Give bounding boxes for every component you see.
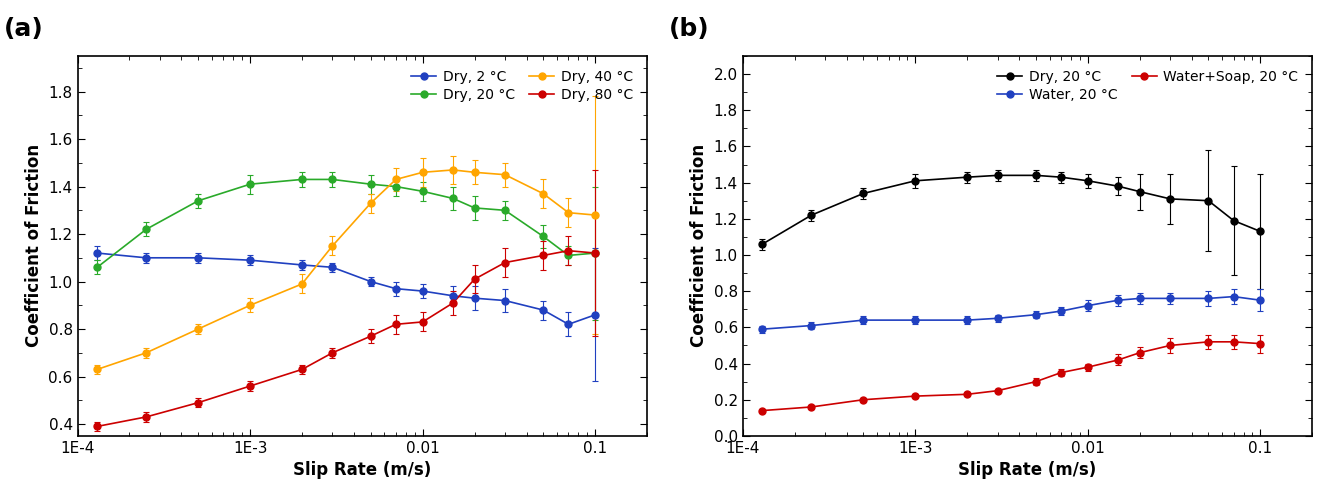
X-axis label: Slip Rate (m/s): Slip Rate (m/s) (294, 461, 432, 479)
Y-axis label: Coefficient of Friction: Coefficient of Friction (690, 144, 708, 348)
Y-axis label: Coefficient of Friction: Coefficient of Friction (25, 144, 43, 348)
Legend: Dry, 20 °C, Water, 20 °C, Water+Soap, 20 °C: Dry, 20 °C, Water, 20 °C, Water+Soap, 20… (990, 63, 1305, 109)
Text: (a): (a) (4, 17, 44, 41)
Text: (b): (b) (668, 17, 710, 41)
X-axis label: Slip Rate (m/s): Slip Rate (m/s) (958, 461, 1096, 479)
Legend: Dry, 2 °C, Dry, 20 °C, Dry, 40 °C, Dry, 80 °C: Dry, 2 °C, Dry, 20 °C, Dry, 40 °C, Dry, … (404, 63, 641, 109)
